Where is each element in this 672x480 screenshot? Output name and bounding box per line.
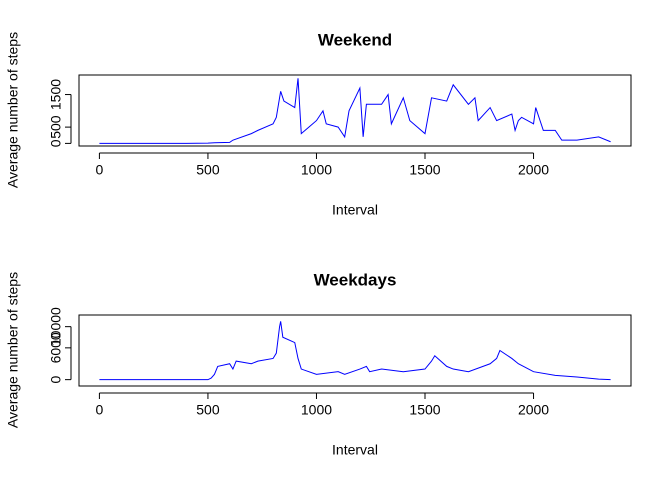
x-tick-label: 0 bbox=[96, 162, 104, 178]
x-tick-label: 500 bbox=[196, 402, 220, 418]
line bbox=[99, 78, 611, 144]
x-tick-label: 2000 bbox=[518, 402, 549, 418]
x-axis-label: Interval bbox=[332, 442, 378, 458]
line bbox=[99, 321, 611, 381]
y-tick-label: 10000 bbox=[48, 307, 64, 346]
x-tick-label: 1500 bbox=[409, 402, 440, 418]
x-tick-label: 0 bbox=[96, 402, 104, 418]
x-tick-label: 500 bbox=[196, 162, 220, 178]
y-tick-label: 1500 bbox=[48, 79, 64, 110]
x-tick-label: 1000 bbox=[301, 402, 332, 418]
y-tick-label: 6000 bbox=[48, 332, 64, 363]
y-tick-label: 500 bbox=[48, 115, 64, 139]
plot-box bbox=[78, 314, 632, 387]
y-axis-label: Average number of steps bbox=[5, 272, 21, 428]
y-tick-label: 0 bbox=[48, 376, 64, 384]
chart-title: Weekdays bbox=[314, 270, 397, 289]
plot-box bbox=[78, 74, 632, 147]
y-tick-label: 0 bbox=[48, 139, 64, 147]
x-tick-label: 1500 bbox=[409, 162, 440, 178]
chart-title: Weekend bbox=[318, 30, 392, 49]
x-tick-label: 2000 bbox=[518, 162, 549, 178]
x-tick-label: 1000 bbox=[301, 162, 332, 178]
x-axis-label: Interval bbox=[332, 202, 378, 218]
y-axis-label: Average number of steps bbox=[5, 32, 21, 188]
